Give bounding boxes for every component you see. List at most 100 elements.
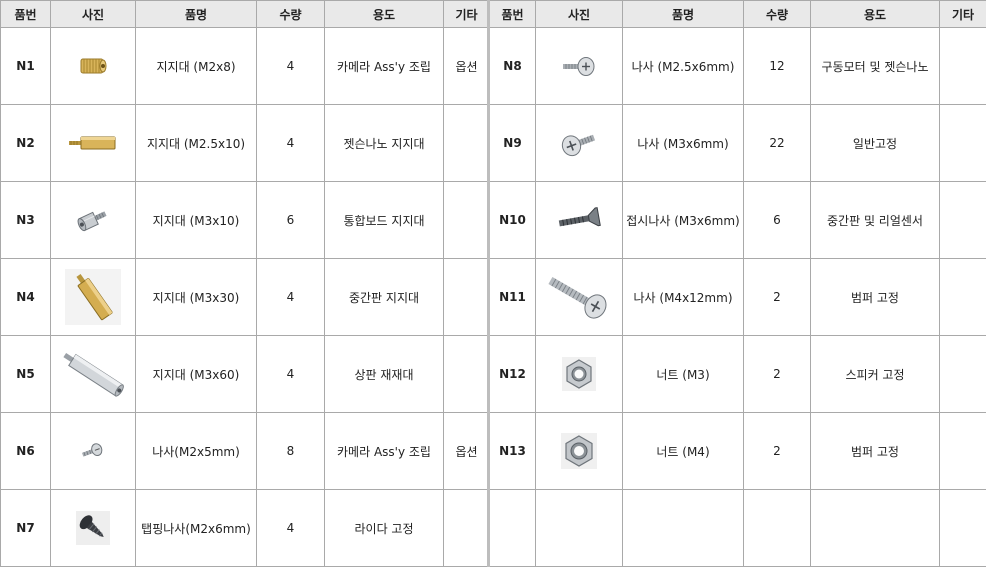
- part-etc: [443, 104, 490, 182]
- part-use: 통합보드 지지대: [324, 181, 444, 259]
- header-photo: 사진: [50, 0, 136, 28]
- part-etc: [939, 181, 986, 259]
- part-photo: [535, 104, 623, 182]
- part-name: 접시나사 (M3x6mm): [622, 181, 744, 259]
- hex-nut-icon: [562, 357, 596, 391]
- table-row: N1 지지대 (M2x8) 4 카메라 Ass'y 조립 옵션: [0, 27, 490, 105]
- flat-head-screw-icon: [558, 207, 601, 227]
- part-etc: 옵션: [443, 27, 490, 105]
- part-etc: 옵션: [443, 412, 490, 490]
- header-use: 용도: [324, 0, 444, 28]
- part-etc: [443, 335, 490, 413]
- hex-standoff-icon: [77, 211, 107, 232]
- header-name: 품명: [135, 0, 257, 28]
- table-divider: [487, 0, 490, 567]
- table-row: N7 탭핑나사(M2x6mm) 4 라이다 고정: [0, 489, 490, 567]
- part-name: 지지대 (M2x8): [135, 27, 257, 105]
- part-use: 중간판 지지대: [324, 258, 444, 336]
- part-qty: 2: [743, 335, 811, 413]
- part-qty: 4: [256, 489, 325, 567]
- table-row: N11 나사 (M4x12mm) 2 범퍼 고정: [489, 258, 986, 336]
- part-code: N8: [489, 27, 536, 105]
- part-etc: [939, 104, 986, 182]
- part-qty: 12: [743, 27, 811, 105]
- part-code: N9: [489, 104, 536, 182]
- header-use: 용도: [810, 0, 940, 28]
- long-pan-screw-icon: [548, 277, 607, 319]
- part-name: 나사(M2x5mm): [135, 412, 257, 490]
- table-row: N2 지지대 (M2.5x10) 4 젯슨나노 지지대: [0, 104, 490, 182]
- table-row: N13 너트 (M4) 2 범퍼 고정: [489, 412, 986, 490]
- part-photo: [50, 181, 136, 259]
- part-code: [489, 489, 536, 567]
- part-qty: 22: [743, 104, 811, 182]
- part-name: 지지대 (M3x10): [135, 181, 257, 259]
- part-use: 젯슨나노 지지대: [324, 104, 444, 182]
- part-name: 지지대 (M3x60): [135, 335, 257, 413]
- part-qty: 8: [256, 412, 325, 490]
- part-name: 탭핑나사(M2x6mm): [135, 489, 257, 567]
- table-row: N5 지지대 (M3x60) 4 상판 재재대: [0, 335, 490, 413]
- part-photo: [50, 412, 136, 490]
- part-name: 지지대 (M3x30): [135, 258, 257, 336]
- header-qty: 수량: [743, 0, 811, 28]
- pan-screw-icon: [563, 57, 595, 76]
- part-code: N6: [0, 412, 51, 490]
- part-name: 지지대 (M2.5x10): [135, 104, 257, 182]
- part-photo: [535, 335, 623, 413]
- part-code: N1: [0, 27, 51, 105]
- part-photo: [50, 489, 136, 567]
- header-row: 품번 사진 품명 수량 용도 기타: [489, 0, 986, 28]
- part-use: [810, 489, 940, 567]
- table-row: N12 너트 (M3) 2 스피커 고정: [489, 335, 986, 413]
- part-photo: [50, 258, 136, 336]
- header-code: 품번: [0, 0, 51, 28]
- part-code: N11: [489, 258, 536, 336]
- part-photo: [535, 258, 623, 336]
- part-use: 라이다 고정: [324, 489, 444, 567]
- header-qty: 수량: [256, 0, 325, 28]
- part-name: 너트 (M3): [622, 335, 744, 413]
- part-qty: [743, 489, 811, 567]
- part-qty: 6: [743, 181, 811, 259]
- pan-screw-angled-icon: [561, 134, 596, 157]
- part-qty: 2: [743, 258, 811, 336]
- parts-table-left: 품번 사진 품명 수량 용도 기타 N1 지지대 (M2x8): [0, 0, 490, 567]
- part-etc: [939, 335, 986, 413]
- table-row: N4 지지대 (M3x30) 4 중간판 지지대: [0, 258, 490, 336]
- table-row: [489, 489, 986, 567]
- part-photo: [50, 104, 136, 182]
- part-use: 범퍼 고정: [810, 258, 940, 336]
- part-code: N10: [489, 181, 536, 259]
- part-use: 범퍼 고정: [810, 412, 940, 490]
- part-etc: [443, 181, 490, 259]
- part-name: 너트 (M4): [622, 412, 744, 490]
- part-code: N12: [489, 335, 536, 413]
- part-qty: 6: [256, 181, 325, 259]
- long-steel-standoff-icon: [63, 352, 124, 397]
- part-code: N4: [0, 258, 51, 336]
- part-etc: [443, 258, 490, 336]
- part-etc: [939, 412, 986, 490]
- small-screw-icon: [81, 443, 103, 457]
- part-etc: [939, 27, 986, 105]
- part-qty: 4: [256, 258, 325, 336]
- table-row: N3 지지대 (M3x10) 6 통합보드 지지대: [0, 181, 490, 259]
- knurled-standoff-icon: [80, 58, 107, 74]
- long-brass-standoff-icon: [65, 269, 121, 325]
- part-qty: 4: [256, 27, 325, 105]
- part-code: N2: [0, 104, 51, 182]
- tapping-screw-icon: [76, 511, 110, 545]
- part-qty: 4: [256, 335, 325, 413]
- header-etc: 기타: [443, 0, 490, 28]
- part-etc: [939, 258, 986, 336]
- part-code: N13: [489, 412, 536, 490]
- header-etc: 기타: [939, 0, 986, 28]
- hex-nut-icon: [561, 433, 597, 469]
- table-row: N8 나사 (M2.5x6mm) 12 구동모터 및 젯슨나노: [489, 27, 986, 105]
- part-use: 구동모터 및 젯슨나노: [810, 27, 940, 105]
- part-qty: 2: [743, 412, 811, 490]
- parts-table-right: 품번 사진 품명 수량 용도 기타 N8 나사: [489, 0, 986, 567]
- part-name: 나사 (M2.5x6mm): [622, 27, 744, 105]
